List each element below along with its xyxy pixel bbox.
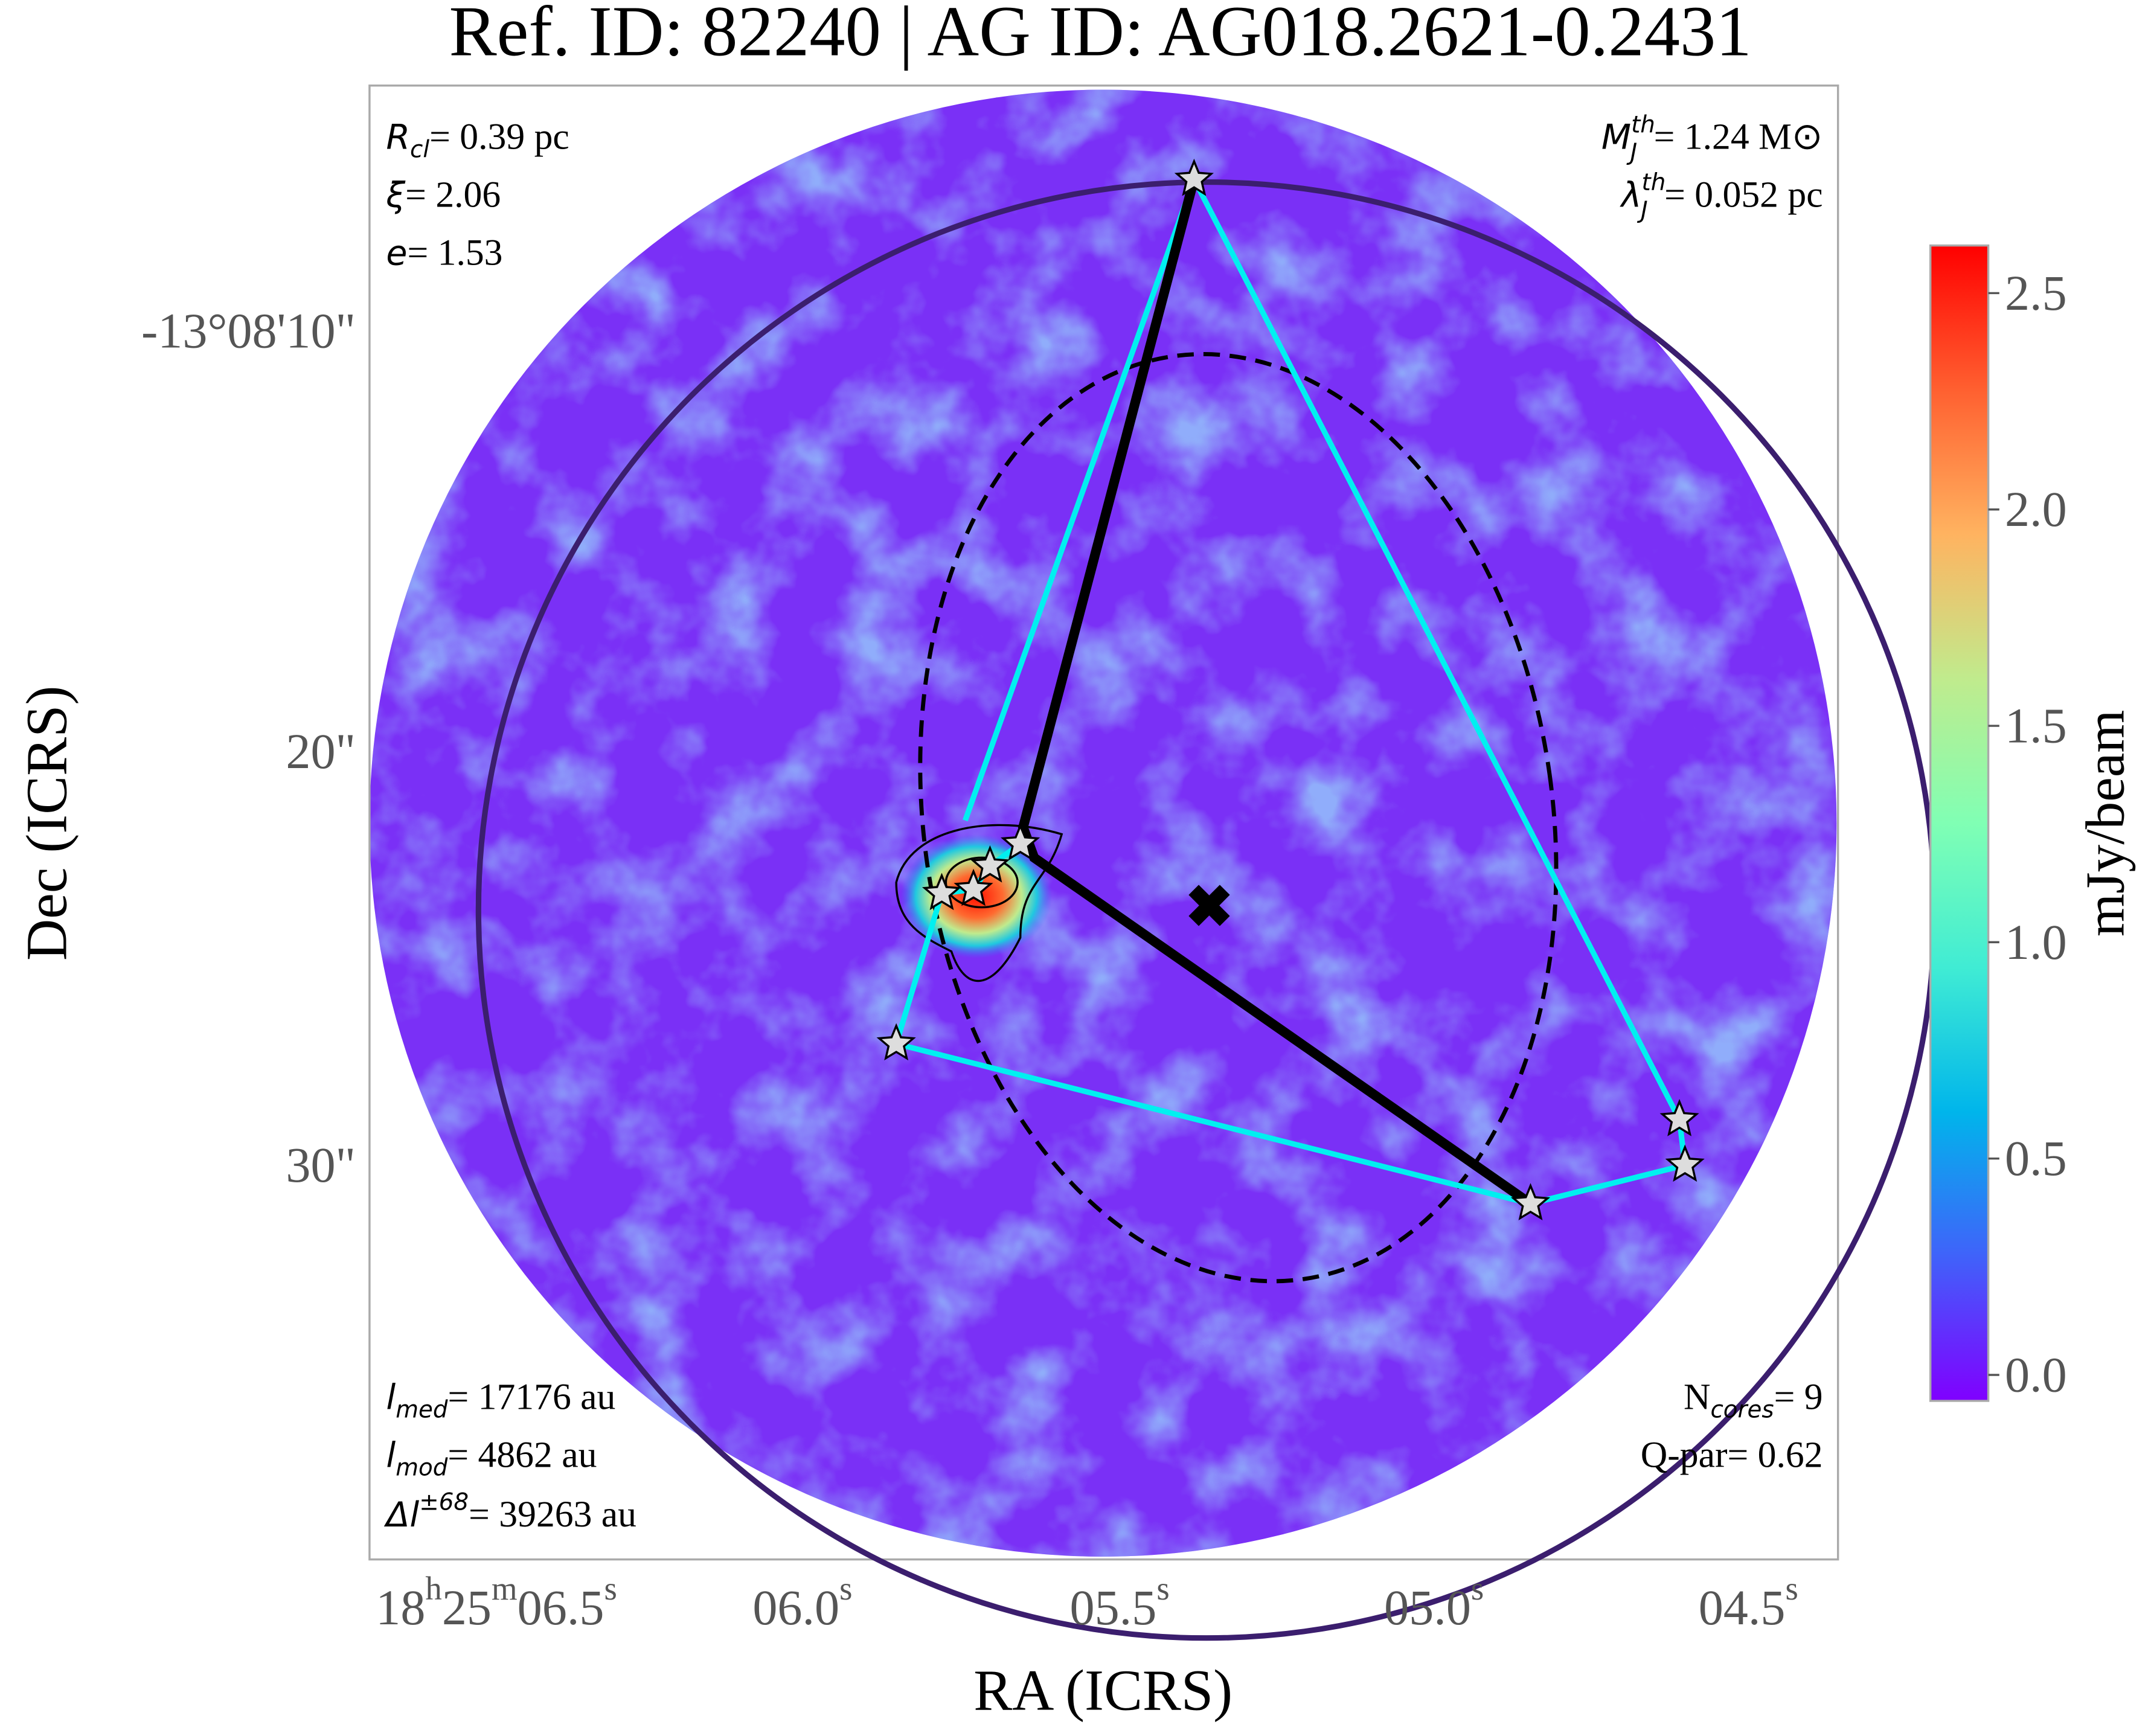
tick-part: 06.5 xyxy=(518,1580,604,1635)
core xyxy=(1001,823,1040,861)
x-axis-label: RA (ICRS) xyxy=(973,1658,1233,1722)
contour xyxy=(944,856,1019,909)
annotation: lmed= 17176 au xyxy=(386,1377,615,1424)
y-axis-label: Dec (ICRS) xyxy=(15,686,79,961)
core xyxy=(1659,1099,1699,1136)
colorbar-tick-label: 0.0 xyxy=(2005,1347,2067,1402)
colorbar-tick-label: 2.5 xyxy=(2005,266,2067,321)
x-tick-label: 05.5s xyxy=(1069,1570,1169,1635)
tick-part: 04.5 xyxy=(1699,1580,1786,1635)
colorbar: mJy/beam 0.0 0.5 1.0 1.5 2.0 2.5 xyxy=(1929,244,2135,1402)
tick-sup: h xyxy=(425,1570,441,1607)
colorbar-tick-label: 2.0 xyxy=(2005,482,2067,537)
core xyxy=(970,845,1010,883)
plot-frame xyxy=(368,84,1839,1561)
y-tick-label: 30" xyxy=(286,1138,356,1193)
annotation: e= 1.53 xyxy=(386,232,502,274)
colorbar-tick-label: 1.5 xyxy=(2005,698,2067,753)
core xyxy=(1174,158,1214,196)
annotation: Mth J = 1.24 M⊙ xyxy=(1601,111,1823,166)
colorbar-tick-label: 1.0 xyxy=(2005,915,2067,970)
x-tick-label: 06.0s xyxy=(752,1570,852,1635)
tick-sup: s xyxy=(1786,1570,1798,1607)
fit-ellipse xyxy=(918,352,1559,1284)
x-tick-label: 05.0s xyxy=(1384,1570,1484,1635)
center-marker: ✖ xyxy=(1185,876,1233,940)
contour xyxy=(895,824,1063,982)
core xyxy=(1510,1183,1551,1221)
y-tick-label: -13°08'10" xyxy=(141,304,356,359)
x-tick-label: 04.5s xyxy=(1699,1570,1798,1635)
tick-sup: s xyxy=(839,1570,852,1607)
tick-sup: s xyxy=(1156,1570,1169,1607)
mst-edge xyxy=(963,178,1197,822)
cores xyxy=(876,158,1705,1221)
colorbar-scale xyxy=(1929,244,1990,1402)
colorbar-label: mJy/beam xyxy=(2074,710,2135,937)
y-tick-label: 20" xyxy=(286,724,356,779)
tick-part: 06.0 xyxy=(752,1580,839,1635)
core xyxy=(876,1023,916,1061)
tick-sup: m xyxy=(492,1570,518,1607)
colorbar-tick-label: 0.5 xyxy=(2005,1131,2067,1186)
chart-title: Ref. ID: 82240 | AG ID: AG018.2621-0.243… xyxy=(449,0,1751,71)
annotation: Ncores= 9 xyxy=(1684,1377,1823,1424)
annotation: ξ= 2.06 xyxy=(385,175,501,216)
tick-part: 18 xyxy=(376,1580,425,1635)
tick-part: 05.5 xyxy=(1069,1580,1156,1635)
annotation: lmod= 4862 au xyxy=(386,1435,597,1482)
annotation: λth J = 0.052 pc xyxy=(1620,169,1823,224)
image-noise xyxy=(369,89,1837,1557)
core xyxy=(1665,1144,1705,1182)
annotation: Δl±68= 39263 au xyxy=(383,1488,636,1534)
core xyxy=(922,873,962,911)
annotation: Rcl= 0.39 pc xyxy=(386,117,569,164)
tick-part: 05.0 xyxy=(1384,1580,1471,1635)
x-tick-label: 18h25m06.5s xyxy=(376,1570,617,1635)
core xyxy=(954,868,993,906)
tick-part: 25 xyxy=(442,1580,492,1635)
tick-sup: s xyxy=(1471,1570,1484,1607)
image xyxy=(369,89,1837,1557)
annotation: Q-par= 0.62 xyxy=(1641,1435,1823,1476)
tick-sup: s xyxy=(604,1570,617,1607)
